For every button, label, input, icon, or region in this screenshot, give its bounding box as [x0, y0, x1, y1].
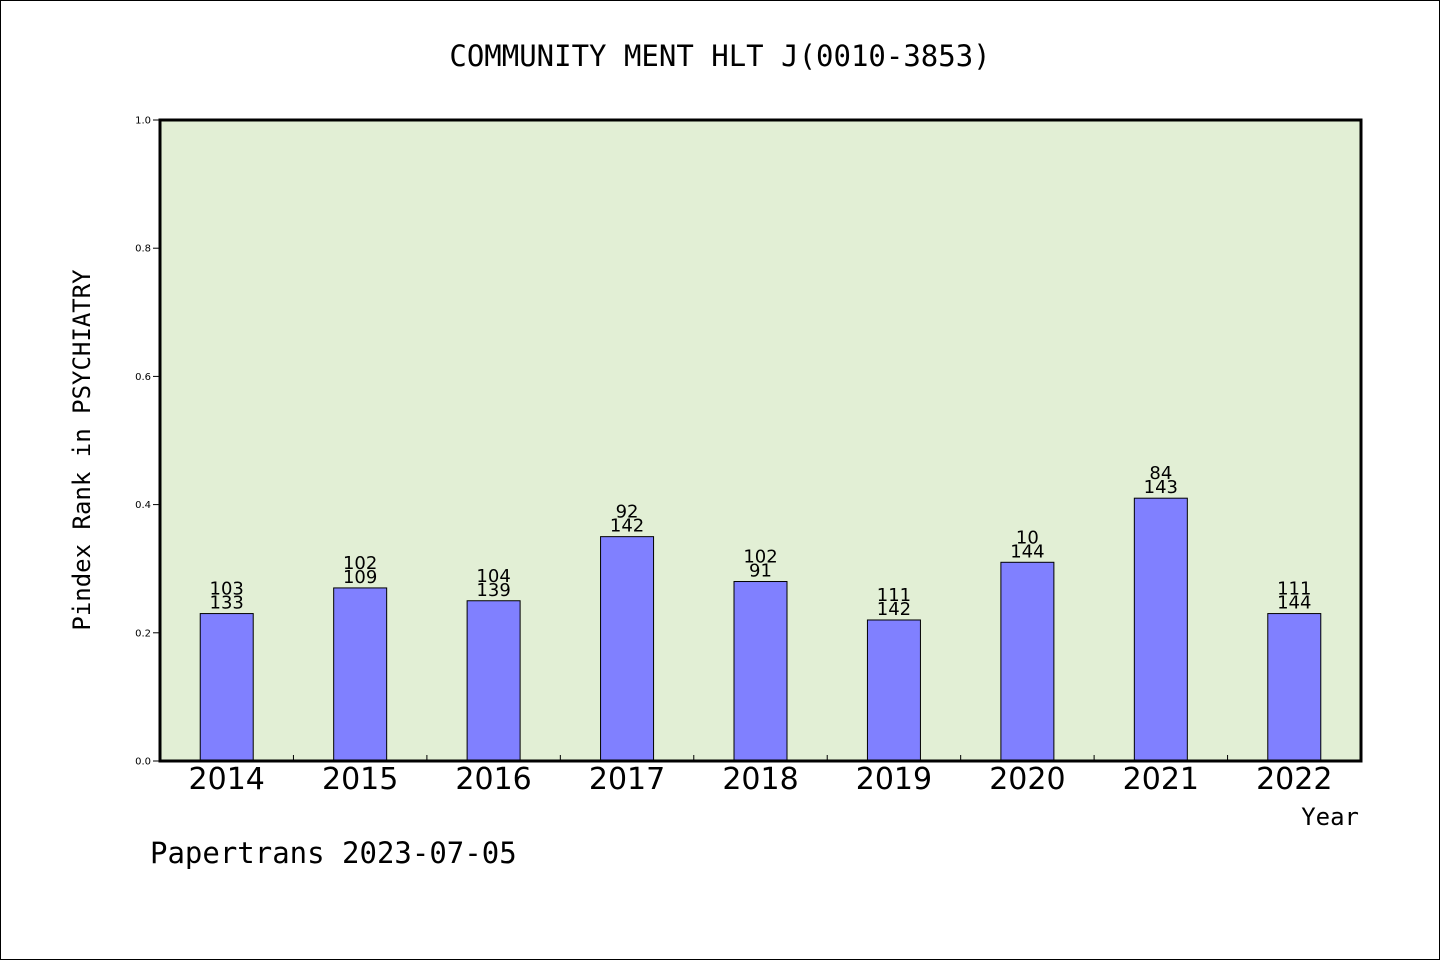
y-axis-label: Pindex Rank in PSYCHIATRY [68, 269, 96, 631]
y-tick-label-0.4: 0.4 [135, 500, 151, 511]
bar-2020 [1000, 561, 1055, 762]
plot-border [158, 118, 1363, 763]
bar-label-bottom-2021: 143 [1144, 477, 1178, 498]
y-tick-label-0.8: 0.8 [135, 244, 151, 255]
x-tick-label-2021: 2021 [1123, 762, 1199, 797]
x-tick-label-2022: 2022 [1256, 762, 1332, 797]
bar-label-bottom-2014: 133 [210, 593, 244, 614]
x-tick-label-2019: 2019 [856, 762, 932, 797]
bar-2014 [199, 613, 254, 762]
x-tick-label-2017: 2017 [589, 762, 665, 797]
bar-label-bottom-2019: 142 [877, 599, 911, 620]
bar-label-bottom-2018: 91 [749, 561, 772, 582]
y-tick-label-0.6: 0.6 [135, 372, 151, 383]
bar-2019 [866, 619, 921, 762]
bar-label-bottom-2017: 142 [610, 516, 644, 537]
x-tick-label-2016: 2016 [455, 762, 531, 797]
x-axis-label: Year [1301, 803, 1359, 831]
bar-2022 [1267, 613, 1322, 762]
bar-2018 [733, 581, 788, 762]
bar-2016 [466, 600, 521, 762]
x-tick-label-2014: 2014 [189, 762, 265, 797]
bar-2021 [1133, 497, 1188, 762]
bar-label-bottom-2022: 144 [1277, 593, 1311, 614]
bar-label-top-2016: 104 [476, 566, 510, 587]
x-tick-label-2015: 2015 [322, 762, 398, 797]
x-tick-label-2018: 2018 [722, 762, 798, 797]
bars-group [199, 497, 1322, 762]
bar-label-top-2019: 111 [877, 585, 911, 606]
bar-label-top-2014: 103 [210, 579, 244, 600]
y-axis: 0.0 0.2 0.4 0.6 0.8 1.0 [135, 116, 160, 768]
bar-2015 [333, 587, 388, 762]
bar-label-top-2017: 92 [616, 502, 639, 523]
chart-title: COMMUNITY MENT HLT J(0010-3853) [449, 39, 990, 73]
x-tick-label-2020: 2020 [989, 762, 1065, 797]
bar-labels-group: 1331031091021391041429291102142111144101… [210, 463, 1312, 620]
x-axis: 2014 2015 2016 2017 2018 2019 2020 2021 2022 [189, 755, 1332, 797]
bar-label-bottom-2015: 109 [343, 567, 377, 588]
bar-2017 [600, 536, 655, 762]
y-tick-label-1.0: 1.0 [135, 116, 151, 127]
footer-watermark: Papertrans 2023-07-05 [150, 836, 517, 870]
bar-label-bottom-2020: 144 [1010, 541, 1044, 562]
y-tick-label-0.0: 0.0 [135, 757, 151, 768]
bar-label-top-2018: 102 [743, 547, 777, 568]
bar-label-bottom-2016: 139 [476, 580, 510, 601]
bar-label-top-2015: 102 [343, 553, 377, 574]
bar-label-top-2021: 84 [1149, 463, 1172, 484]
bar-label-top-2020: 10 [1016, 527, 1039, 548]
bar-label-top-2022: 111 [1277, 579, 1311, 600]
y-tick-label-0.2: 0.2 [135, 628, 151, 639]
